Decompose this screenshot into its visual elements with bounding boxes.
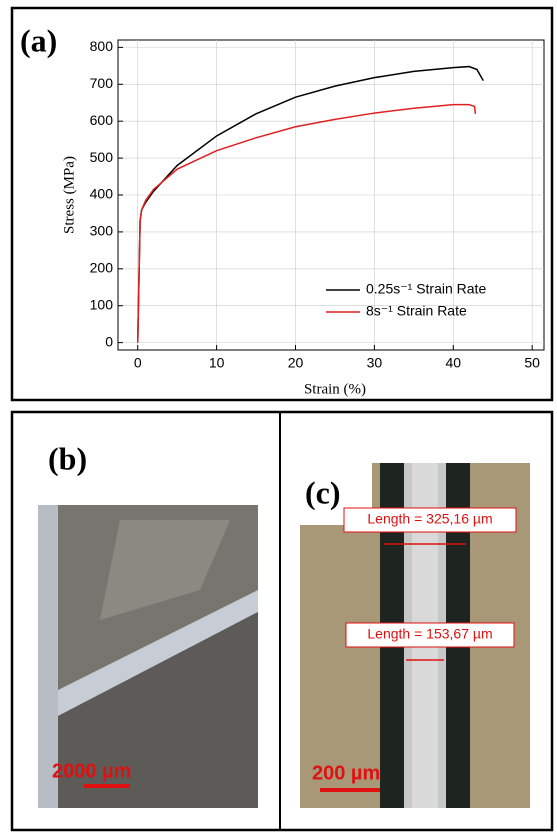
label-box	[42, 426, 98, 492]
y-tick-label: 600	[90, 112, 114, 128]
x-tick-label: 10	[209, 355, 225, 371]
panel-a-frame	[10, 6, 554, 402]
series-line	[136, 65, 484, 343]
y-tick-label: 700	[90, 75, 114, 91]
panel-label: (c)	[305, 474, 341, 510]
y-tick-label: 200	[90, 260, 114, 276]
measure-label: Length = 325,16 µm	[367, 511, 492, 527]
x-tick-label: 30	[367, 355, 383, 371]
y-tick-label: 400	[90, 186, 114, 202]
x-tick-label: 20	[288, 355, 304, 371]
x-axis-label: Strain (%)	[304, 381, 366, 397]
scale-bar-label: 200 µm	[312, 762, 380, 784]
y-tick-label: 0	[105, 333, 113, 349]
scale-bar-label: 2000 µm	[52, 760, 131, 782]
series-line	[136, 103, 477, 343]
legend-label: 0.25s⁻¹ Strain Rate	[366, 281, 486, 297]
legend-label: 8s⁻¹ Strain Rate	[366, 303, 467, 319]
panel-label: (a)	[20, 22, 57, 58]
x-tick-label: 50	[524, 355, 540, 371]
y-axis-label: Stress (MPa)	[61, 156, 77, 234]
y-tick-label: 800	[90, 38, 114, 54]
y-tick-label: 500	[90, 149, 114, 165]
measure-label: Length = 153,67 µm	[367, 626, 492, 642]
y-tick-label: 100	[90, 296, 114, 312]
x-tick-label: 40	[445, 355, 461, 371]
panel-label: (b)	[48, 440, 87, 476]
panels-bc-frame	[10, 410, 554, 832]
measure-box	[345, 622, 515, 648]
x-tick-label: 0	[134, 355, 142, 371]
micrograph-b	[38, 505, 258, 808]
measure-box	[343, 507, 517, 533]
y-tick-label: 300	[90, 223, 114, 239]
